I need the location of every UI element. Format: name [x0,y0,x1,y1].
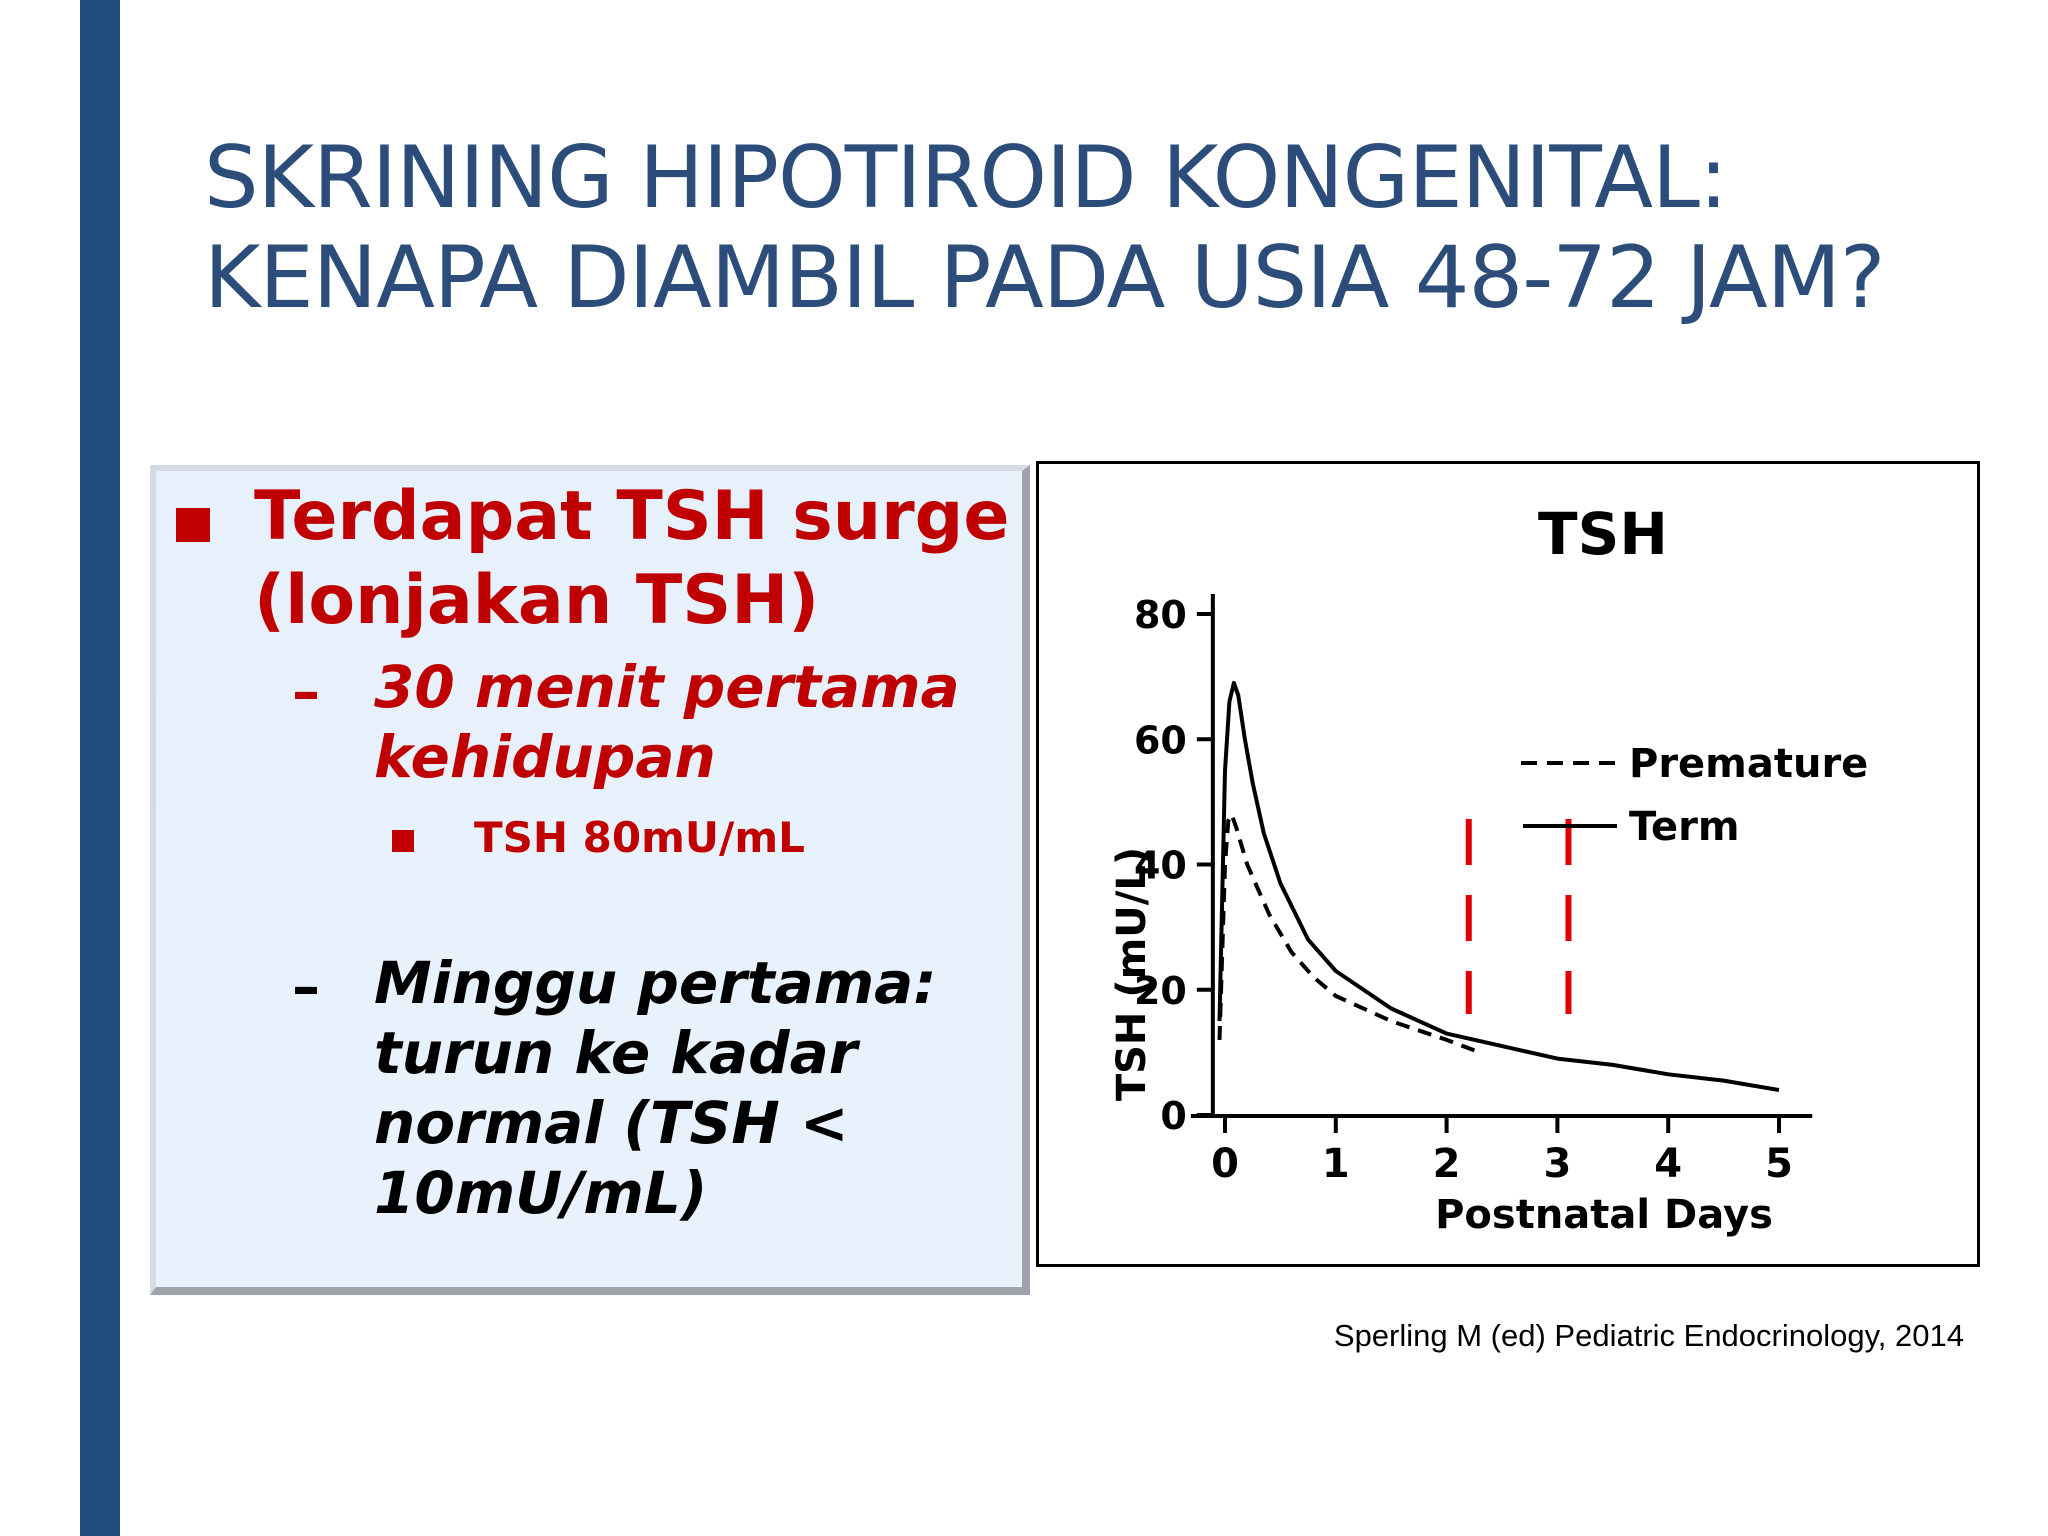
series-line-term [1217,680,1780,1092]
dash-bullet-2: – [292,955,320,1020]
y-tick-label: 60 [1134,718,1187,762]
y-tick-label: 0 [1160,1094,1186,1138]
bullet-main-text: Terdapat TSH surge (lonjakan TSH) [254,477,1010,640]
legend-premature-label: Premature [1629,741,1868,787]
series-line-premature [1217,812,1481,1055]
x-tick-label: 3 [1543,1141,1571,1187]
bullet-text-box [150,465,1030,1295]
chart-title: TSH [1538,500,1668,568]
chart-legend: Premature Term [1521,741,1868,850]
chart-ylabel: TSH (mU/L) [1109,847,1155,1101]
tsh-chart-frame: TSH TSH (mU/L) Postnatal Days 0 20 40 60 80 0… [1036,461,1980,1267]
tsh-chart: TSH TSH (mU/L) Postnatal Days 0204060800… [1109,500,1868,1238]
sub-bullet-square-icon [392,830,414,852]
chart-axes [1190,594,1813,1118]
chart-xlabel: Postnatal Days [1435,1192,1773,1238]
citation-text: Sperling M (ed) Pediatric Endocrinology,… [1333,1318,1964,1353]
chart-series [1217,680,1780,1092]
bullet-sub-2-text: Minggu pertama: turun ke kadar normal (T… [374,949,937,1227]
chart-ticks: 0 20 40 60 80 0 1 2 3 4 5 [1134,593,1793,1187]
dash-bullet-1: – [292,660,320,725]
x-tick-label: 4 [1654,1141,1682,1187]
x-tick-label: 0 [1211,1141,1239,1187]
legend-term-label: Term [1629,804,1740,850]
slide-sidebar-accent [80,0,120,1536]
slide-title: SKRINING HIPOTIROID KONGENITAL: KENAPA D… [204,128,1964,328]
y-tick-label: 40 [1134,844,1187,888]
slide-title-line-2: KENAPA DIAMBIL PADA USIA 48-72 JAM? [204,228,1886,328]
chart-annotations [1465,819,1572,1014]
slide-title-line-1: SKRINING HIPOTIROID KONGENITAL: [204,128,1728,228]
x-tick-label: 2 [1433,1141,1461,1187]
bullet-sub-1-text: 30 menit pertama kehidupan [374,653,960,791]
y-tick-label: 80 [1134,593,1187,637]
y-tick-label: 20 [1134,969,1187,1013]
bullet-subsub-1-text: TSH 80mU/mL [474,813,805,862]
x-tick-label: 5 [1765,1141,1793,1187]
main-bullet-square-icon [176,508,210,542]
x-tick-label: 1 [1322,1141,1350,1187]
